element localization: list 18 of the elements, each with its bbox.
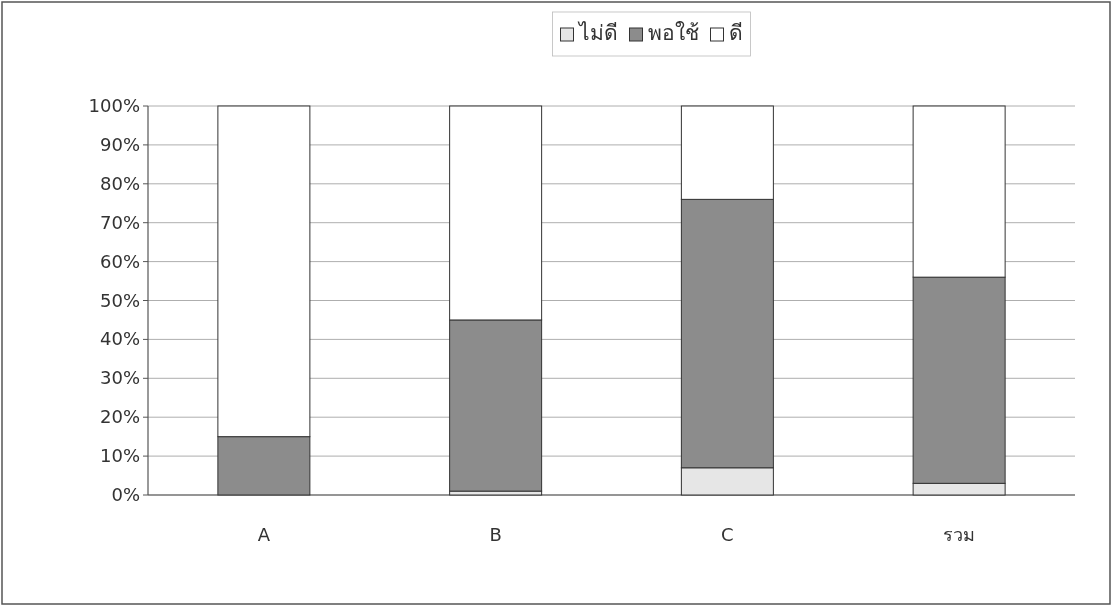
y-tick-label: 60%: [99, 250, 140, 272]
legend-label: พอใช้: [647, 21, 699, 45]
legend-label: ไม่ดี: [576, 21, 618, 45]
y-tick-label: 10%: [99, 445, 140, 467]
x-tick-label: B: [489, 524, 502, 545]
x-tick-label: C: [721, 524, 734, 545]
y-tick-label: 100%: [88, 95, 140, 116]
y-tick-label: 30%: [99, 367, 140, 389]
y-tick-label: 70%: [99, 211, 140, 233]
y-tick-label: 0%: [111, 484, 140, 505]
x-tick-label: รวม: [943, 524, 976, 545]
y-tick-label: 80%: [99, 172, 140, 194]
x-tick-label: A: [257, 524, 271, 545]
y-tick-label: 90%: [99, 133, 140, 155]
legend-label: ดี: [728, 21, 743, 45]
y-tick-label: 20%: [99, 406, 140, 428]
y-tick-label: 50%: [99, 289, 140, 311]
y-tick-label: 40%: [99, 328, 140, 350]
